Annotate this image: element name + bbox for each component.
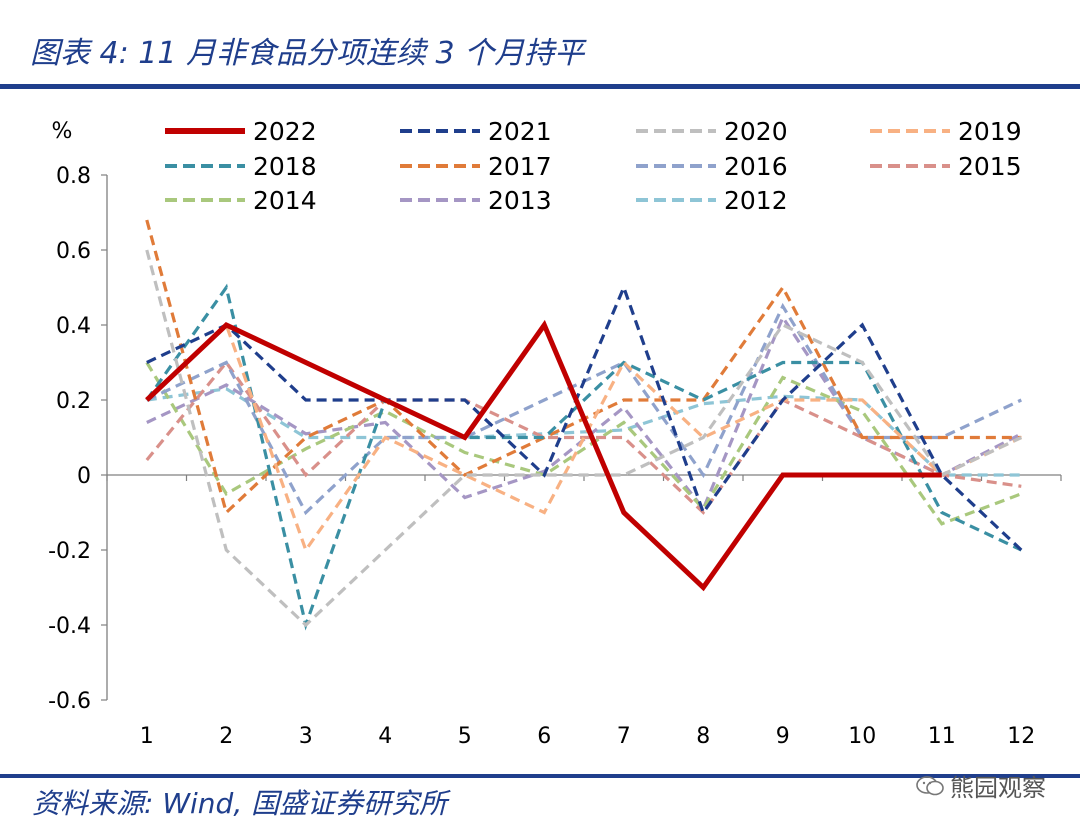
legend-label-2021: 2021 bbox=[488, 117, 552, 146]
chart-legend: 2022 2021 2020 2019 2018 2017 2016 2015 2014 2013… bbox=[165, 117, 1022, 215]
y-tick-label: 0.2 bbox=[56, 389, 91, 414]
footer-divider bbox=[0, 774, 1080, 778]
y-tick-label: 0.8 bbox=[56, 164, 91, 189]
series-line-2015 bbox=[145, 359, 1022, 515]
legend-label-2017: 2017 bbox=[488, 152, 552, 181]
y-axis-unit-label: % bbox=[52, 119, 73, 144]
legend-label-2012: 2012 bbox=[724, 186, 788, 215]
x-tick-label: 10 bbox=[848, 724, 876, 749]
x-tick-label: 6 bbox=[537, 724, 551, 749]
x-tick-label: 8 bbox=[696, 724, 710, 749]
legend-label-2016: 2016 bbox=[724, 152, 788, 181]
wechat-icon bbox=[916, 775, 944, 795]
chart-lines bbox=[145, 219, 1023, 631]
series-line-2022 bbox=[145, 319, 942, 592]
series-line-2016 bbox=[146, 302, 1022, 516]
y-tick-label: 0.6 bbox=[56, 239, 91, 264]
x-tick-label: 12 bbox=[1007, 724, 1035, 749]
x-tick-label: 4 bbox=[378, 724, 392, 749]
x-tick-label: 7 bbox=[617, 724, 631, 749]
series-line-2019 bbox=[145, 322, 1022, 554]
x-tick-label: 5 bbox=[458, 724, 472, 749]
x-tick-label: 9 bbox=[776, 724, 790, 749]
y-tick-label: -0.4 bbox=[48, 614, 91, 639]
series-line-2021 bbox=[146, 283, 1023, 552]
legend-label-2019: 2019 bbox=[958, 117, 1022, 146]
legend-label-2022: 2022 bbox=[253, 117, 317, 146]
series-line-2020 bbox=[145, 249, 1022, 628]
legend-label-2014: 2014 bbox=[253, 186, 317, 215]
y-tick-label: 0.4 bbox=[56, 314, 91, 339]
title-divider bbox=[0, 84, 1080, 89]
legend-label-2015: 2015 bbox=[958, 152, 1022, 181]
series-line-2018 bbox=[145, 283, 1022, 631]
x-tick-label: 3 bbox=[299, 724, 313, 749]
x-tick-label: 1 bbox=[140, 724, 154, 749]
series-line-2014 bbox=[145, 361, 1022, 526]
source-note: 资料来源: Wind, 国盛证券研究所 bbox=[32, 787, 448, 820]
page-title: 图表 4: 11 月非食品分项连续 3 个月持平 bbox=[30, 36, 585, 71]
y-tick-label: -0.2 bbox=[48, 539, 91, 564]
legend-label-2013: 2013 bbox=[488, 186, 552, 215]
y-tick-label: -0.6 bbox=[48, 689, 91, 714]
legend-label-2020: 2020 bbox=[724, 117, 788, 146]
watermark: 熊园观察 bbox=[916, 768, 1046, 803]
x-tick-label: 2 bbox=[219, 724, 233, 749]
legend-label-2018: 2018 bbox=[253, 152, 317, 181]
watermark-text: 熊园观察 bbox=[950, 774, 1046, 802]
y-tick-label: 0 bbox=[77, 464, 91, 489]
x-tick-label: 11 bbox=[928, 724, 956, 749]
